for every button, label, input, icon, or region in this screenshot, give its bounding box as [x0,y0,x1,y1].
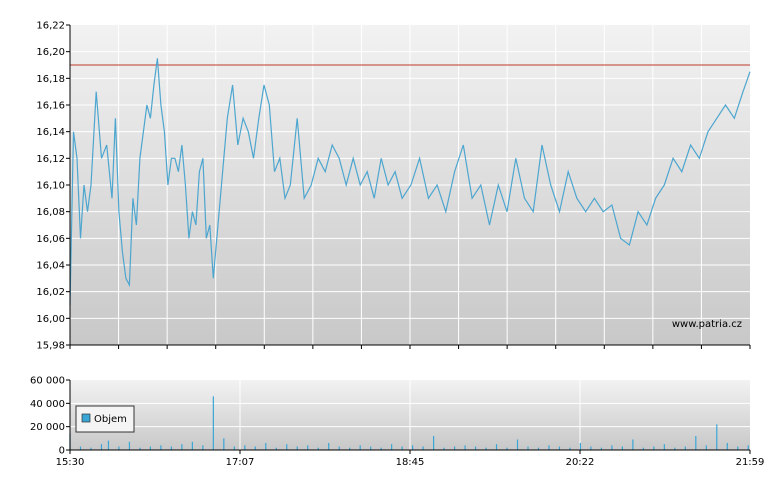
volume-legend: Objem [75,405,135,433]
volume-x-axis-ticks: 15:30 17:07 18:45 20:22 21:59 [56,450,765,468]
price-y-tick-label: 16,22 [36,21,65,32]
price-y-tick-label: 16,02 [36,287,65,298]
price-y-tick-label: 16,16 [36,101,65,112]
volume-x-tick-label: 18:45 [396,457,425,468]
legend-swatch [81,413,91,423]
volume-panel: 0 20 000 40 000 60 000 15:30 17:07 18:45 20:22… [30,376,764,469]
volume-x-tick-label: 21:59 [736,457,765,468]
price-series-line [69,58,751,306]
volume-y-tick-label: 40 000 [30,399,65,410]
price-y-tick-label: 16,10 [36,181,65,192]
price-y-tick-label: 16,12 [36,154,65,165]
volume-y-tick-label: 60 000 [30,376,65,387]
volume-grid [70,380,750,450]
legend-label: Objem [94,414,127,425]
volume-y-tick-label: 0 [59,446,65,457]
volume-y-tick-label: 20 000 [30,422,65,433]
price-y-axis-ticks: 15,98 16,00 16,02 16,04 16,06 16,08 16,10 16,12… [36,21,70,352]
price-panel: 15,98 16,00 16,02 16,04 16,06 16,08 16,10 16,12… [36,21,751,352]
price-y-tick-label: 16,08 [36,207,65,218]
price-y-tick-label: 16,00 [36,314,65,325]
price-grid [70,25,750,345]
price-y-tick-label: 16,18 [36,74,65,85]
volume-x-tick-label: 17:07 [226,457,255,468]
volume-x-tick-label: 15:30 [56,457,85,468]
price-y-tick-label: 16,14 [36,127,65,138]
watermark: www.patria.cz [672,319,742,330]
volume-y-axis-ticks: 0 20 000 40 000 60 000 [30,376,70,457]
price-y-tick-label: 16,06 [36,234,65,245]
volume-x-tick-label: 20:22 [566,457,595,468]
price-y-tick-label: 15,98 [36,341,65,352]
price-x-axis-tick-marks [69,345,751,349]
price-y-tick-label: 16,04 [36,261,65,272]
price-y-tick-label: 16,20 [36,47,65,58]
